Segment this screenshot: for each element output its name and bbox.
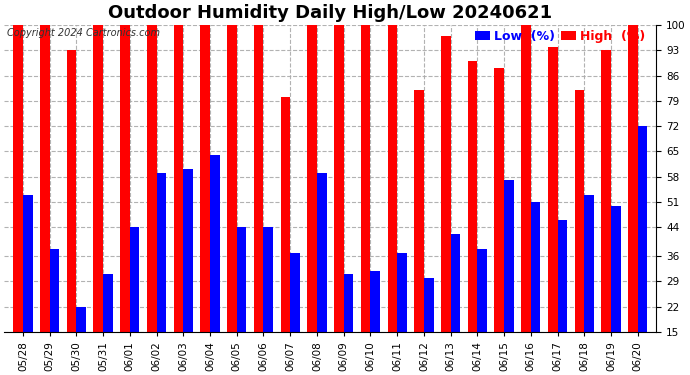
Bar: [468, 61, 477, 375]
Bar: [103, 274, 112, 375]
Bar: [40, 25, 50, 375]
Bar: [477, 249, 487, 375]
Bar: [441, 36, 451, 375]
Bar: [174, 25, 184, 375]
Bar: [13, 25, 23, 375]
Bar: [361, 25, 371, 375]
Bar: [281, 97, 290, 375]
Bar: [344, 274, 353, 375]
Bar: [184, 170, 193, 375]
Text: Copyright 2024 Cartronics.com: Copyright 2024 Cartronics.com: [8, 28, 161, 38]
Bar: [317, 173, 326, 375]
Bar: [638, 126, 647, 375]
Bar: [397, 252, 407, 375]
Bar: [575, 90, 584, 375]
Bar: [628, 25, 638, 375]
Bar: [388, 25, 397, 375]
Bar: [290, 252, 300, 375]
Bar: [334, 25, 344, 375]
Bar: [414, 90, 424, 375]
Bar: [200, 25, 210, 375]
Bar: [120, 25, 130, 375]
Bar: [371, 271, 380, 375]
Bar: [67, 50, 77, 375]
Bar: [50, 249, 59, 375]
Bar: [264, 227, 273, 375]
Bar: [451, 234, 460, 375]
Bar: [307, 25, 317, 375]
Bar: [147, 25, 157, 375]
Bar: [77, 307, 86, 375]
Legend: Low  (%), High  (%): Low (%), High (%): [471, 25, 650, 48]
Bar: [611, 206, 621, 375]
Bar: [558, 220, 567, 375]
Bar: [130, 227, 139, 375]
Bar: [584, 195, 594, 375]
Bar: [521, 25, 531, 375]
Title: Outdoor Humidity Daily High/Low 20240621: Outdoor Humidity Daily High/Low 20240621: [108, 4, 553, 22]
Bar: [424, 278, 433, 375]
Bar: [531, 202, 540, 375]
Bar: [548, 47, 558, 375]
Bar: [93, 25, 103, 375]
Bar: [495, 68, 504, 375]
Bar: [157, 173, 166, 375]
Bar: [227, 25, 237, 375]
Bar: [237, 227, 246, 375]
Bar: [23, 195, 32, 375]
Bar: [504, 180, 514, 375]
Bar: [210, 155, 219, 375]
Bar: [254, 25, 264, 375]
Bar: [602, 50, 611, 375]
